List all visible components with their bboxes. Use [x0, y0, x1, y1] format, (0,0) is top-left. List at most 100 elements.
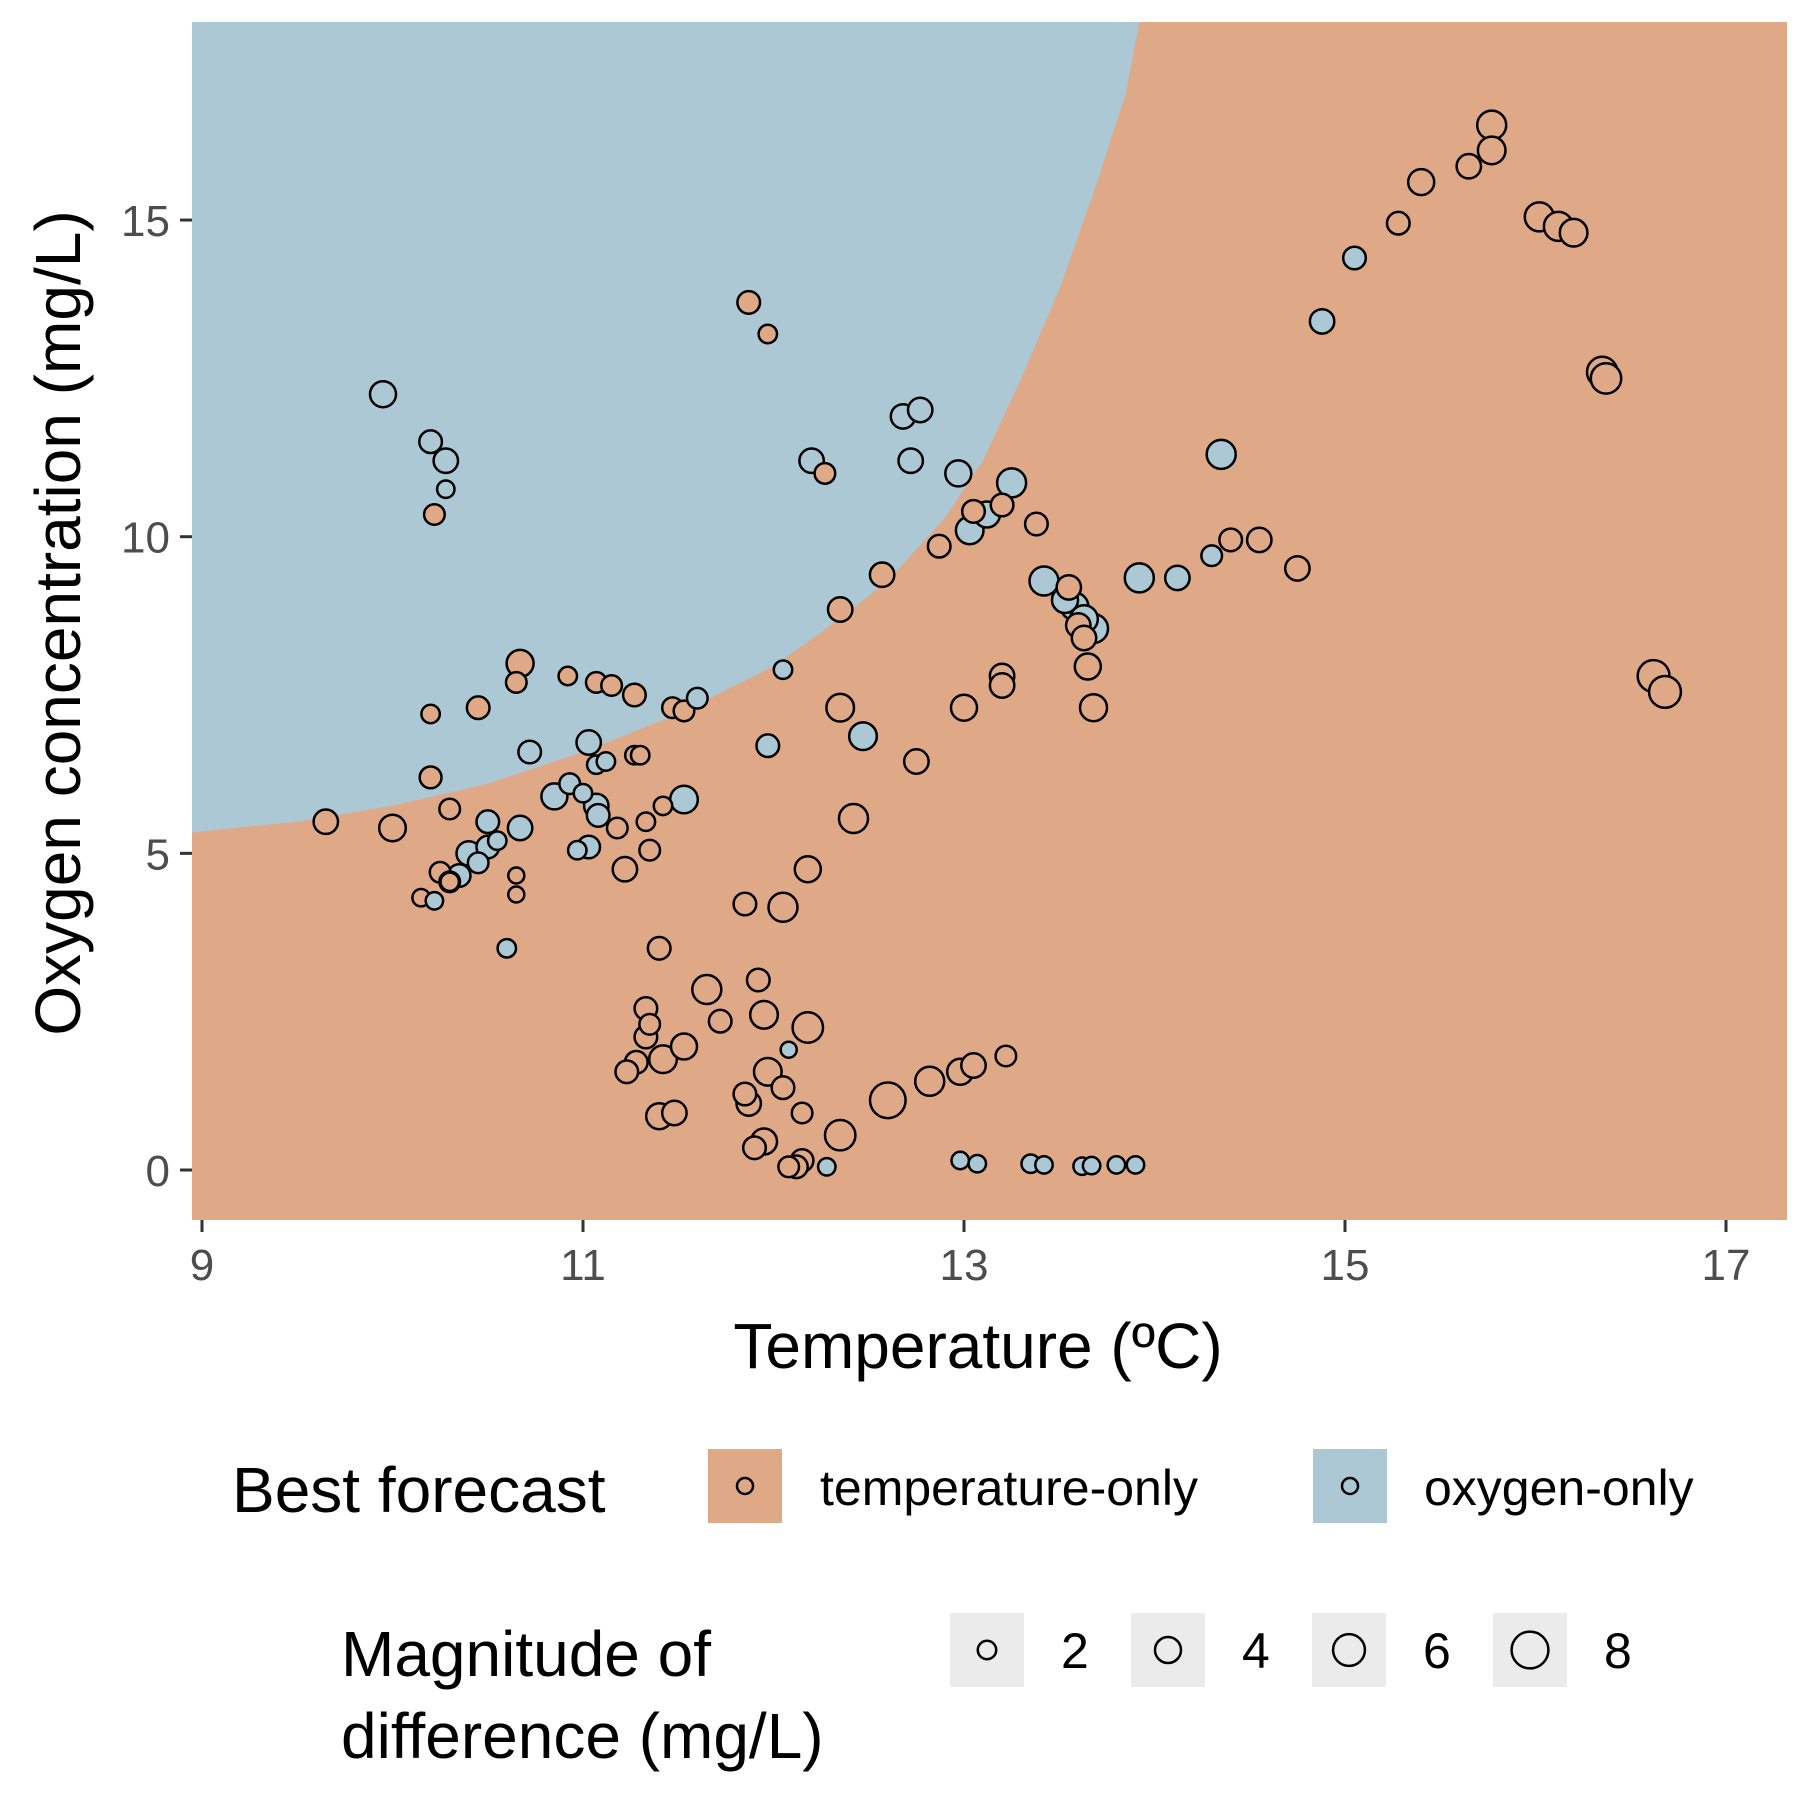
oxygen-only-point: [1034, 1154, 1054, 1175]
oxygen-only-point: [897, 447, 925, 475]
temperature-only-point: [504, 670, 528, 694]
temperature-only-point: [994, 1044, 1018, 1068]
oxygen-only-point: [595, 751, 617, 772]
oxygen-only-point: [572, 782, 594, 804]
temperature-only-point: [422, 502, 446, 527]
oxygen-only-point: [424, 890, 445, 911]
temperature-only-point: [825, 692, 856, 723]
oxygen-only-point: [466, 851, 490, 875]
x-axis: 9 11 13 15 17: [190, 1220, 1750, 1290]
temperature-only-point: [790, 1101, 814, 1125]
size-legend-title-line2: difference (mg/L): [341, 1700, 824, 1772]
oxygen-only-point: [1205, 438, 1237, 471]
temperature-only-point: [669, 1032, 699, 1061]
temperature-only-point: [1455, 152, 1483, 180]
temperature-only-point: [757, 323, 779, 345]
temperature-only-point: [1070, 624, 1098, 652]
temperature-only-point: [557, 665, 579, 687]
size-legend-key: [1312, 1613, 1386, 1687]
oxygen-only-point: [517, 739, 543, 765]
x-axis-title: Temperature (ºC): [733, 1310, 1222, 1382]
oxygen-only-point: [475, 809, 501, 835]
y-axis: 0 5 10 15: [121, 197, 192, 1196]
temperature-only-point: [989, 492, 1015, 518]
temperature-only-point: [868, 561, 896, 589]
oxygen-only-point: [755, 733, 781, 759]
oxygen-only-region: [192, 22, 1145, 833]
x-tick-label: 11: [560, 1241, 606, 1290]
oxygen-only-point: [779, 1040, 798, 1059]
temperature-only-point: [600, 673, 624, 698]
temperature-only-point: [707, 1008, 733, 1034]
temperature-only-point: [605, 816, 629, 840]
temperature-only-point: [507, 866, 526, 885]
temperature-only-point: [638, 838, 662, 862]
temperature-only-point: [418, 765, 443, 790]
y-tick-label: 15: [121, 197, 170, 246]
color-legend-title: Best forecast: [232, 1454, 606, 1526]
oxygen-only-point: [1081, 1155, 1102, 1176]
oxygen-only-point: [772, 659, 794, 681]
temperature-only-point: [420, 703, 442, 725]
legend-key-oxygen-only-point: [1340, 1476, 1360, 1496]
size-legend-label: 4: [1242, 1623, 1270, 1679]
oxygen-only-point: [432, 447, 460, 475]
oxygen-only-point: [1163, 564, 1191, 592]
temperature-only-point: [1406, 167, 1436, 197]
temperature-only-point: [1476, 135, 1507, 166]
size-legend-circle: [1331, 1632, 1367, 1668]
y-tick-label: 5: [146, 830, 170, 879]
temperature-only-point: [1475, 109, 1508, 141]
temperature-only-point: [741, 1135, 768, 1161]
color-legend: Best forecast temperature-only oxygen-on…: [232, 1449, 1694, 1526]
temperature-only-point: [949, 693, 979, 722]
points-layer: [312, 109, 1683, 1180]
oxygen-only-point: [944, 459, 973, 488]
temperature-only-point: [913, 1065, 946, 1098]
size-legend-circle: [976, 1639, 998, 1661]
legend-label-temperature-only: temperature-only: [820, 1460, 1198, 1516]
oxygen-only-point: [1200, 544, 1224, 568]
y-tick-label: 0: [146, 1147, 170, 1196]
oxygen-only-point: [1125, 1154, 1146, 1175]
oxygen-only-point: [585, 802, 611, 828]
size-legend-keys: 2 4 6 8: [950, 1613, 1632, 1687]
oxygen-only-point: [847, 721, 879, 752]
x-tick-label: 13: [940, 1241, 989, 1290]
temperature-only-point: [823, 1118, 857, 1152]
temperature-only-point: [745, 967, 771, 993]
temperature-only-point: [611, 855, 639, 883]
oxygen-only-point: [668, 784, 700, 815]
oxygen-only-point: [816, 1156, 837, 1177]
plot-panel: [192, 22, 1787, 1220]
oxygen-only-point: [1341, 245, 1368, 271]
temperature-only-point: [1283, 554, 1311, 582]
size-legend-label: 2: [1061, 1623, 1089, 1679]
x-tick-label: 9: [190, 1241, 214, 1290]
temperature-only-point: [635, 811, 657, 833]
temperature-only-point: [868, 1081, 907, 1120]
temperature-only-point: [377, 813, 408, 843]
temperature-only-point: [813, 461, 837, 485]
temperature-only-point: [621, 682, 647, 708]
temperature-only-point: [614, 1059, 640, 1085]
legend-label-oxygen-only: oxygen-only: [1424, 1460, 1694, 1516]
temperature-only-point: [691, 973, 723, 1006]
temperature-only-point: [1558, 217, 1589, 248]
size-legend-circle: [1510, 1630, 1550, 1670]
temperature-only-point: [638, 1012, 662, 1036]
size-legend-label: 6: [1423, 1623, 1451, 1679]
temperature-only-point: [1589, 361, 1623, 395]
size-legend-key: [950, 1613, 1024, 1687]
oxygen-only-point: [967, 1153, 988, 1174]
size-legend-title-line1: Magnitude of: [341, 1618, 711, 1690]
temperature-only-point: [312, 808, 340, 836]
temperature-only-point: [777, 1155, 801, 1179]
temperature-only-point: [960, 1052, 987, 1079]
size-legend: Magnitude of difference (mg/L) 2 4 6 8: [341, 1613, 1632, 1772]
oxygen-only-point: [950, 1150, 971, 1171]
oxygen-only-point: [1308, 307, 1336, 335]
temperature-only-point: [438, 797, 462, 821]
temperature-only-point: [1055, 573, 1083, 601]
